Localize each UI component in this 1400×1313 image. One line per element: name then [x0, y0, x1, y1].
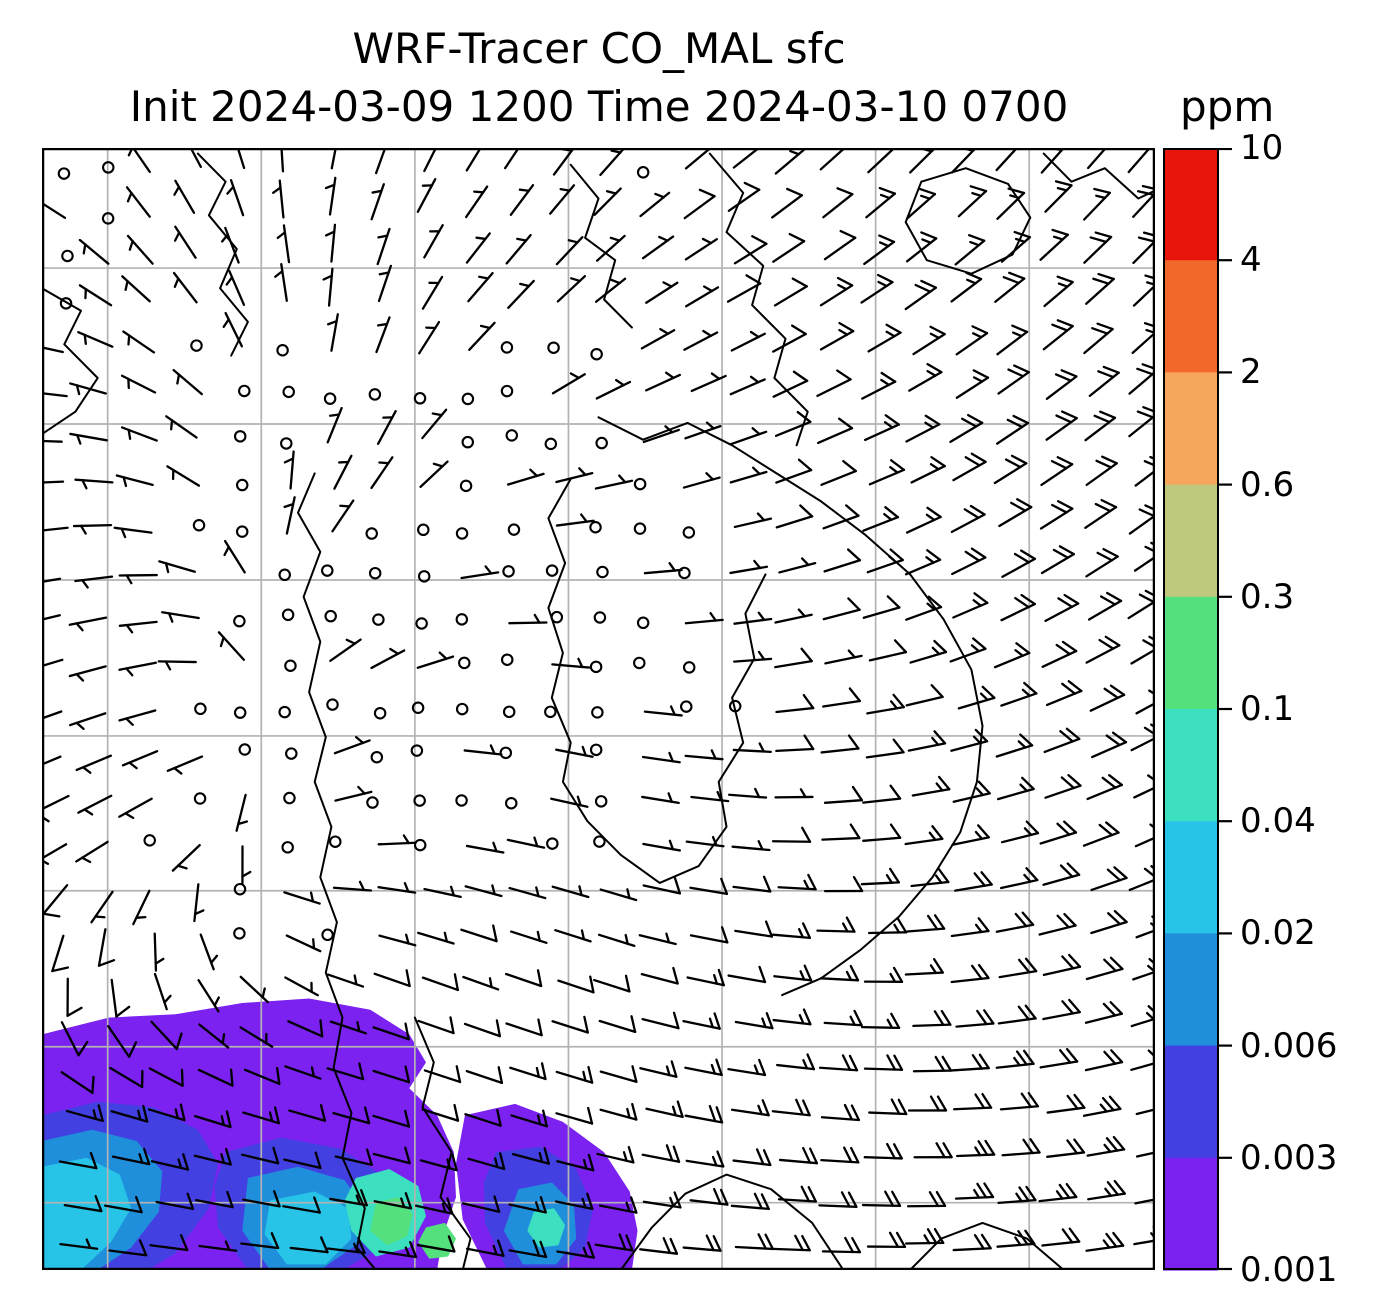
colorbar-tick-labels: 10 4 2 0.6 0.3 0.1 0.04 0.02 0.006 0.003 0.001: [1240, 128, 1400, 1290]
plot-subtitle: Init 2024-03-09 1200 Time 2024-03-10 070…: [129, 82, 1069, 131]
colorbar-tick-label: 4: [1240, 240, 1262, 281]
colorbar-tick-label: 0.04: [1240, 801, 1316, 842]
colorbar-tick-label: 0.3: [1240, 576, 1295, 617]
map-panel: [42, 148, 1155, 1270]
map-border: [42, 148, 1155, 1270]
colorbar-tick-label: 0.1: [1240, 689, 1295, 729]
colorbar-tick-label: 0.003: [1240, 1137, 1338, 1178]
plume-contour-layer: [42, 998, 638, 1270]
colorbar-tick-label: 2: [1240, 352, 1262, 393]
colorbar-tick-label: 0.6: [1240, 464, 1295, 505]
colorbar-tick-label: 0.001: [1240, 1250, 1338, 1290]
colorbar-tick-label: 0.02: [1240, 913, 1316, 954]
coastline-layer: [42, 152, 1155, 1270]
colorbar: [1163, 148, 1232, 1271]
colorbar-tick-label: 0.006: [1240, 1025, 1338, 1066]
latlon-grid-layer: [42, 148, 1155, 1270]
wind-barb-layer: [42, 148, 1155, 1259]
colorbar-segments: [1163, 148, 1218, 1271]
colorbar-tick-label: 10: [1240, 128, 1284, 168]
colorbar-ticks: [1218, 148, 1232, 1271]
plot-title: WRF-Tracer CO_MAL sfc: [352, 24, 846, 73]
colorbar-unit-label: ppm: [1180, 82, 1275, 131]
